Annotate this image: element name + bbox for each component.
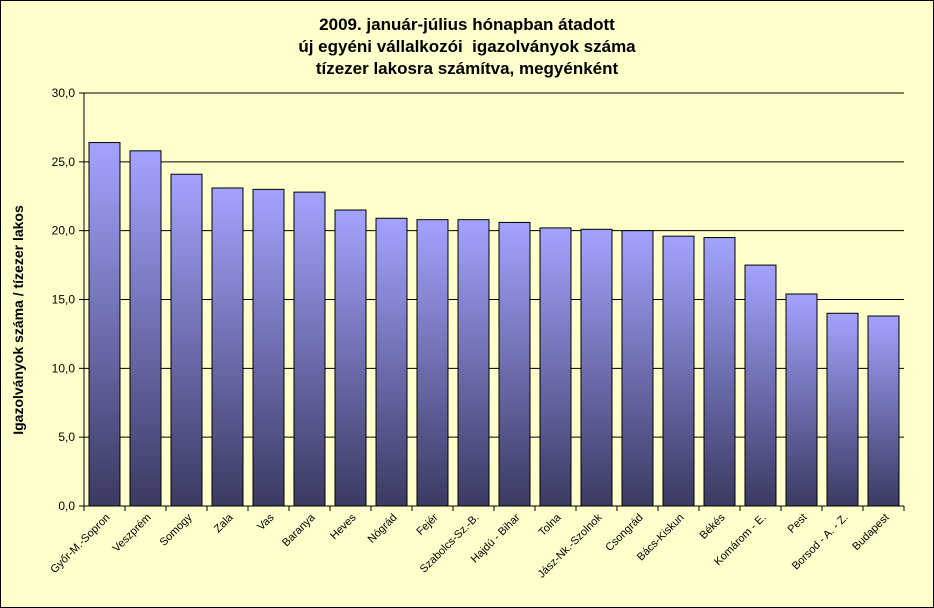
bar bbox=[88, 142, 121, 507]
bar bbox=[785, 293, 818, 507]
bar bbox=[170, 173, 203, 507]
bar bbox=[252, 188, 285, 507]
bar bbox=[744, 264, 777, 507]
x-tick-label: Heves bbox=[328, 511, 359, 542]
bar bbox=[129, 150, 162, 507]
y-tick-label: 30,0 bbox=[52, 86, 76, 100]
bar bbox=[867, 315, 900, 507]
y-tick-label: 10,0 bbox=[52, 361, 76, 375]
y-tick-label: 25,0 bbox=[52, 155, 76, 169]
x-tick-label: Baranya bbox=[280, 511, 318, 549]
x-tick-label: Veszprém bbox=[111, 512, 154, 555]
bar bbox=[293, 191, 326, 507]
x-tick-label: Tolna bbox=[537, 511, 565, 539]
x-tick-label: Vas bbox=[255, 511, 277, 533]
x-tick-label: Győr-M.-Sopron bbox=[48, 512, 112, 576]
y-axis-label: Igazolványok száma / tízezer lakos bbox=[10, 205, 26, 435]
x-tick-label: Csongrád bbox=[603, 512, 645, 554]
y-tick-label: 15,0 bbox=[52, 293, 76, 307]
x-tick-label: Fejér bbox=[414, 511, 440, 537]
bar bbox=[334, 209, 367, 507]
bars bbox=[88, 142, 900, 507]
bar bbox=[826, 312, 859, 507]
chart-title-line-1: 2009. január-július hónapban átadott bbox=[319, 15, 615, 34]
bar bbox=[211, 187, 244, 507]
x-tick-label: Pest bbox=[786, 512, 810, 536]
y-tick-label: 0,0 bbox=[58, 499, 75, 513]
bar bbox=[703, 237, 736, 507]
bar bbox=[662, 235, 695, 507]
x-tick-label: Békés bbox=[698, 511, 728, 541]
bar bbox=[539, 227, 572, 507]
y-tick-label: 5,0 bbox=[58, 430, 75, 444]
chart-title-line-2: új egyéni vállalkozói igazolványok száma bbox=[298, 37, 636, 56]
y-tick-labels: 0,0 5,0 10,0 15,0 20,0 25,0 30,0 bbox=[52, 86, 84, 513]
x-tick-label: Zala bbox=[212, 511, 236, 535]
bar bbox=[580, 228, 613, 507]
bar bbox=[375, 217, 408, 507]
y-tick-label: 20,0 bbox=[52, 224, 76, 238]
gridlines bbox=[84, 92, 904, 438]
bar bbox=[498, 221, 531, 507]
bar bbox=[416, 219, 449, 507]
chart-title-line-3: tízezer lakosra számítva, megyénként bbox=[315, 59, 619, 78]
x-tick-label: Budapest bbox=[850, 512, 891, 553]
x-tick-label: Nógrád bbox=[366, 512, 400, 546]
bar bbox=[457, 219, 490, 507]
chart-title: 2009. január-július hónapban átadott új … bbox=[0, 14, 934, 80]
x-tick-label: Somogy bbox=[158, 511, 195, 548]
bar bbox=[621, 230, 654, 507]
